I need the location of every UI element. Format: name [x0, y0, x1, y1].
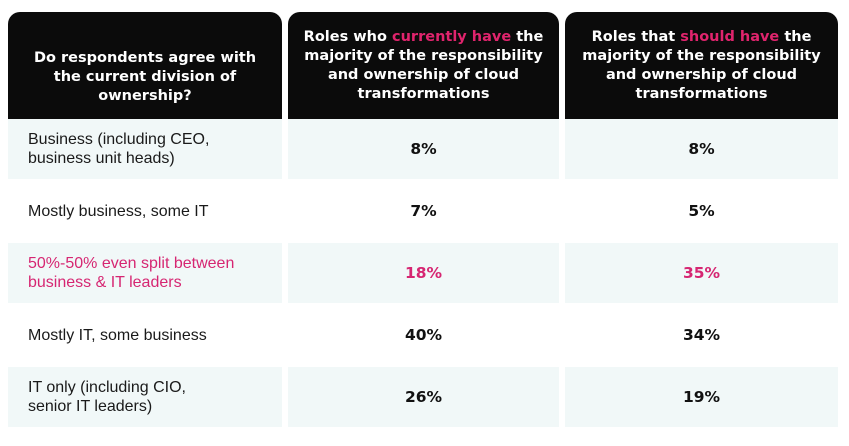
current-value: 7% — [288, 181, 559, 241]
header-currently-have-highlight: currently have — [392, 28, 512, 45]
row-label: 50%-50% even split between business & IT … — [8, 243, 282, 303]
row-label: Mostly business, some IT — [8, 181, 282, 241]
header-currently-have-text: Roles who currently have the majority of… — [298, 28, 549, 104]
should-value: 34% — [565, 305, 838, 365]
current-value: 8% — [288, 119, 559, 179]
table-row: Business (including CEO, business unit he… — [8, 119, 838, 181]
table-row: IT only (including CIO, senior IT leaders… — [8, 367, 838, 429]
header-row: Do respondents agree with the current di… — [8, 12, 838, 119]
header-should-have-highlight: should have — [680, 28, 780, 45]
row-label: Mostly IT, some business — [8, 305, 282, 365]
should-value: 5% — [565, 181, 838, 241]
should-value: 19% — [565, 367, 838, 427]
header-should-have-text: Roles that should have the majority of t… — [575, 28, 828, 104]
header-currently-have: Roles who currently have the majority of… — [288, 12, 559, 119]
header-agreement-text: Do respondents agree with the current di… — [33, 50, 257, 104]
header-currently-have-pre: Roles who — [303, 28, 393, 45]
should-value: 35% — [565, 243, 838, 303]
header-agreement: Do respondents agree with the current di… — [8, 12, 282, 119]
header-should-have-pre: Roles that — [591, 28, 681, 45]
header-currently-have-post: the majority of the responsibility and o… — [304, 28, 544, 102]
should-value: 8% — [565, 119, 838, 179]
current-value: 40% — [288, 305, 559, 365]
row-label: IT only (including CIO, senior IT leaders… — [8, 367, 282, 427]
row-label: Business (including CEO, business unit he… — [8, 119, 282, 179]
table-row: Mostly IT, some business 40% 34% — [8, 305, 838, 367]
ownership-table: Do respondents agree with the current di… — [8, 12, 838, 429]
current-value: 18% — [288, 243, 559, 303]
table-row: Mostly business, some IT 7% 5% — [8, 181, 838, 243]
header-should-have: Roles that should have the majority of t… — [565, 12, 838, 119]
header-should-have-post: the majority of the responsibility and o… — [582, 28, 821, 102]
table-row-highlighted: 50%-50% even split between business & IT … — [8, 243, 838, 305]
current-value: 26% — [288, 367, 559, 427]
